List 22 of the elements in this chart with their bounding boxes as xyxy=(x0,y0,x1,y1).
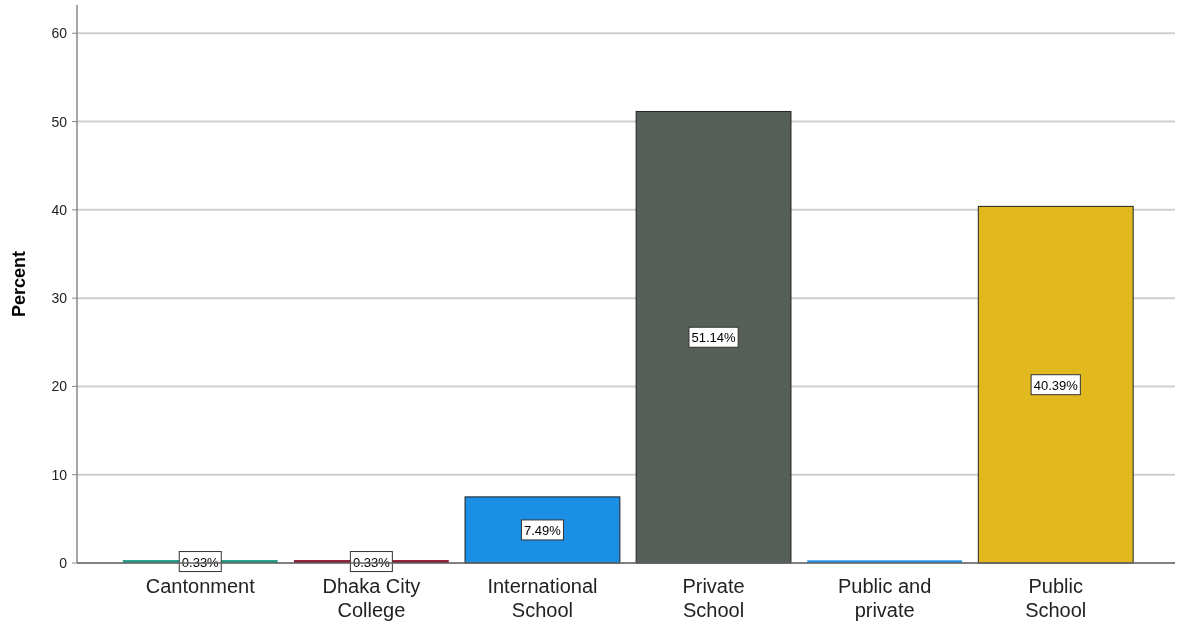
y-tick-label: 40 xyxy=(51,201,68,218)
y-axis-title: Percent xyxy=(9,250,29,318)
x-tick-label: Public School xyxy=(1025,575,1087,621)
y-tick-label: 20 xyxy=(51,378,68,395)
y-tick-label: 0 xyxy=(59,555,68,571)
y-tick-label: 50 xyxy=(51,113,68,130)
y-tick-label: 30 xyxy=(51,290,68,307)
x-tick-label: Cantonment xyxy=(145,575,256,597)
bar xyxy=(464,496,621,564)
x-tick-label: Private School xyxy=(682,575,745,621)
data-label: 7.49% xyxy=(524,522,562,538)
y-tick-label: 60 xyxy=(51,25,68,42)
x-tick-label: Dhaka City College xyxy=(322,575,421,621)
data-label: 51.14% xyxy=(691,330,737,346)
data-label: 0.33% xyxy=(352,554,391,570)
data-label: 40.39% xyxy=(1033,377,1079,393)
bar xyxy=(635,110,792,564)
x-tick-label: Public and private xyxy=(837,575,932,621)
data-label: 0.33% xyxy=(181,554,220,570)
x-tick-label: International School xyxy=(487,575,598,621)
bar xyxy=(977,205,1134,564)
y-tick-label: 10 xyxy=(51,466,68,483)
